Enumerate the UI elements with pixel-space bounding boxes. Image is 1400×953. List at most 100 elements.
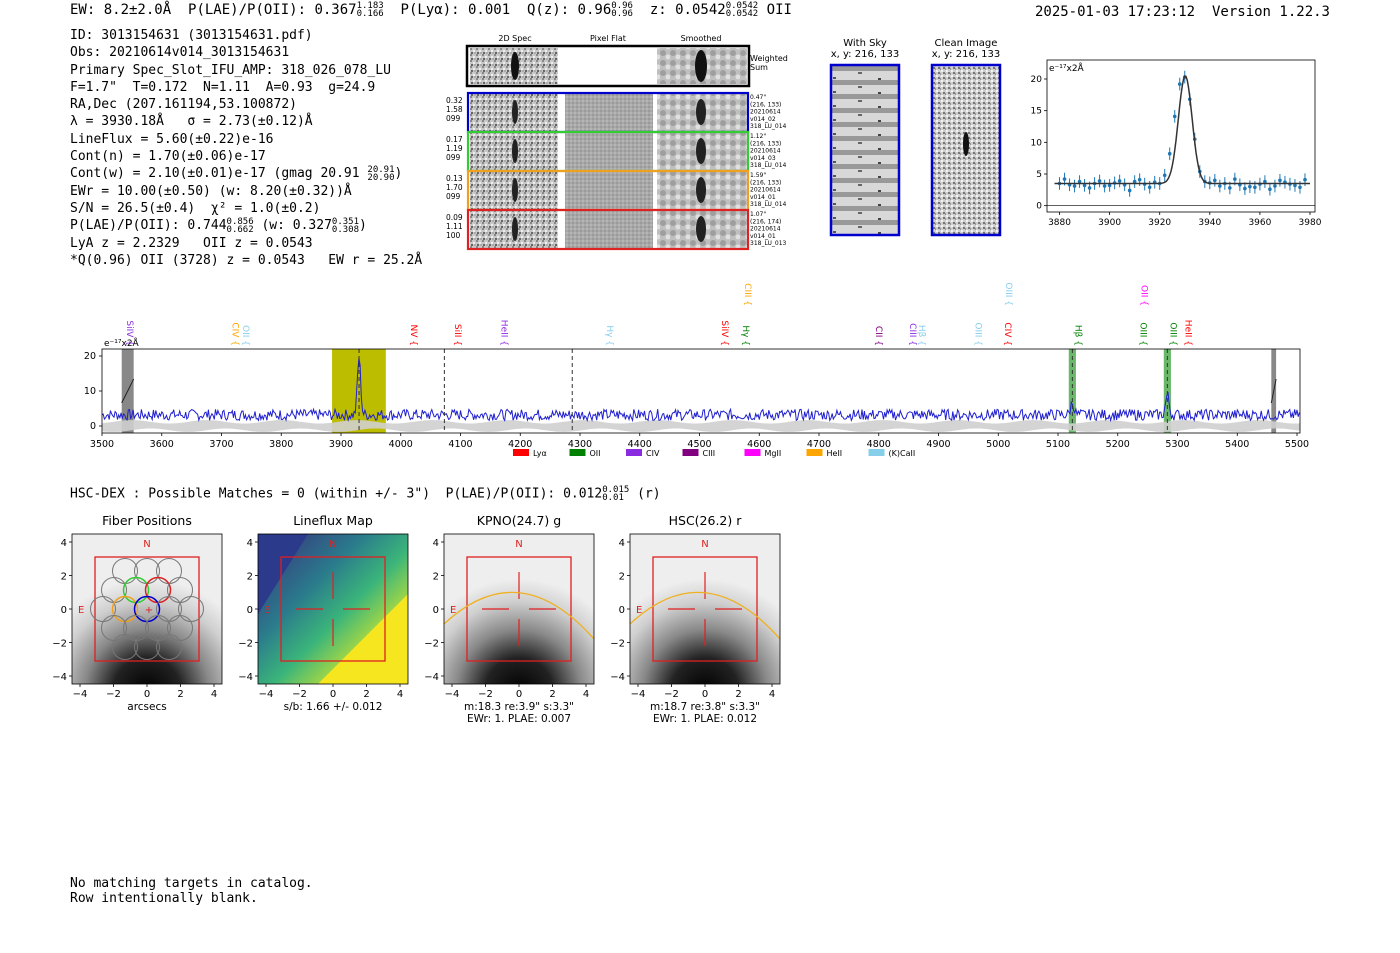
row-right-label: v014_01 [750, 233, 776, 240]
panel-ytick-label: 2 [247, 572, 253, 583]
hsc-band: (r) [637, 486, 661, 502]
spec-xtick-label: 5300 [1165, 439, 1189, 450]
row-right-label: 20210614 [750, 187, 781, 194]
panel-ytick-label: −2 [610, 639, 625, 650]
row-right-label: (216, 133) [750, 179, 781, 186]
spectral-line-label: CIV { [1002, 322, 1012, 346]
row-right-label: 1.59" [750, 172, 766, 179]
row-left-label: 1.19 [446, 144, 463, 153]
plae2-w-upper: 0.351 [331, 216, 360, 227]
clean-frame [930, 63, 1002, 237]
fit-point [1167, 151, 1172, 156]
fiber-circle [112, 634, 138, 660]
panel-caption: m:18.3 re:3.9" s:3.3" [464, 701, 574, 713]
panel-xtick-label: 0 [144, 689, 150, 700]
panel-0: Fiber Positions + N E −4 4 −2 2 0 0 2 −2 4 −4 arcsecs [52, 513, 223, 713]
legend-label: CIII [703, 449, 716, 458]
panel-ytick-label: −2 [52, 639, 67, 650]
row-right-label: 318_LU_014 [750, 162, 787, 169]
spec-xtick-label: 3600 [150, 439, 174, 450]
row-source [512, 100, 518, 124]
spectral-line-label: Hγ { [740, 325, 750, 346]
info-q-oii: *Q(0.96) OII (3728) z = 0.0543 EW r = 25… [70, 252, 423, 268]
panel-2: KPNO(24.7) g N E −4 4 −2 2 0 0 2 −2 4 −4 m:18.3 re:3.… [424, 513, 595, 723]
panel-xtick-label: −4 [631, 689, 646, 700]
spec-xtick-label: 3800 [269, 439, 293, 450]
compass-east: E [636, 605, 642, 616]
hsc-dex-summary: HSC-DEX : Possible Matches = 0 (within +… [70, 485, 661, 502]
spec-xtick-label: 4500 [687, 439, 711, 450]
with-sky-label: With Sky [843, 38, 887, 49]
plae2-text: P(LAE)/P(OII): 0.744 [70, 218, 227, 234]
spectral-line-label: Hβ { [916, 325, 926, 346]
gray-band-hatch [121, 378, 135, 404]
fit-point [1132, 179, 1137, 184]
info-lineflux: LineFlux = 5.60(±0.22)e-16 [70, 131, 274, 147]
row-left-label: 0.13 [446, 174, 463, 183]
panel-xtick-label: 2 [363, 689, 369, 700]
gmag-upper: 20.91 [367, 164, 395, 175]
footer-line-2: Row intentionally blank. [70, 891, 258, 906]
col-label-pixelflat: Pixel Flat [590, 34, 626, 43]
version: Version 1.22.3 [1211, 4, 1330, 20]
row-right-label: v014_01 [750, 194, 776, 201]
fit-xtick-label: 3900 [1098, 218, 1121, 228]
compass-east: E [264, 605, 270, 616]
spectral-line-label: OIII { [1167, 322, 1177, 346]
panel-xtick-label: 4 [583, 689, 589, 700]
panel-xtick-label: 2 [177, 689, 183, 700]
cutout-images [829, 63, 1002, 237]
panel-ytick-label: 2 [61, 572, 67, 583]
clean-xy: x, y: 216, 133 [931, 49, 1001, 60]
spectral-line-label: CIII { [907, 323, 917, 346]
contw-text: Cont(w) = 2.10(±0.01)e-17 (gmag 20.91 [70, 166, 360, 182]
spec-xtick-label: 3900 [329, 439, 353, 450]
q-value: Q(z): 0.96 [526, 2, 612, 19]
fit-point [1177, 82, 1182, 86]
spectrum-legend: Lyα OII CIV CIII MgII HeII (K)CaII [513, 449, 915, 458]
panel-xtick-label: 2 [735, 689, 741, 700]
clean-label: Clean Image [934, 38, 998, 49]
fit-point [1127, 188, 1132, 193]
panel-ytick-label: 0 [619, 605, 625, 616]
panel-xtick-label: 4 [769, 689, 775, 700]
legend-label: OII [590, 449, 601, 458]
spec-xtick-label: 4900 [926, 439, 950, 450]
row-right-label: 318_LU_014 [750, 201, 787, 208]
row-right-label: 0.47" [750, 94, 766, 101]
spectrum-unit: e⁻¹⁷x2Å [104, 337, 140, 349]
panel-xtick-label: −2 [478, 689, 493, 700]
spectral-line-label: Hβ { [1072, 325, 1082, 346]
row-right-label: (216, 174) [750, 218, 781, 225]
panel-3: HSC(26.2) r N E −4 4 −2 2 0 0 2 −2 4 −4 m:18.7 re:3.8… [610, 513, 781, 723]
spectral-line-label: HeII { [1182, 320, 1192, 346]
fit-point [1278, 178, 1282, 183]
z-line-name: OII [766, 2, 792, 19]
row-right-label: v014_03 [750, 155, 776, 162]
plae-lower: 0.166 [356, 9, 384, 20]
info-contw: Cont(w) = 2.10(±0.01)e-17 (gmag 20.91 20… [70, 164, 403, 183]
row-pixelflat [565, 172, 653, 209]
spec-xtick-label: 3500 [90, 439, 114, 450]
spectral-line-label: OIII { [1137, 322, 1147, 346]
gmag-lower: 20.90 [367, 172, 395, 183]
panel-title: KPNO(24.7) g [477, 513, 561, 528]
panel-title: Fiber Positions [102, 513, 192, 528]
legend-label: CIV [646, 449, 660, 458]
fit-point [1172, 114, 1177, 119]
spectrum-dashed-lines [358, 349, 1168, 433]
panel-ytick-label: −4 [610, 672, 625, 683]
panel-xtick-label: −2 [664, 689, 679, 700]
panel-xtick-label: 2 [549, 689, 555, 700]
fit-point [1218, 184, 1222, 188]
info-id: ID: 3013154631 (3013154631.pdf) [70, 28, 313, 43]
plae2-w-text: (w: 0.327 [261, 218, 332, 234]
info-plae2: P(LAE)/P(OII): 0.744 0.856 0.662 (w: 0.327… [70, 216, 367, 235]
z-lower: 0.0542 [725, 9, 759, 20]
plae2-lower: 0.662 [226, 224, 254, 235]
imaging-panels: Fiber Positions + N E −4 4 −2 2 0 0 2 −2 4 −4 arcsecs L… [52, 513, 781, 723]
row-right-label: (216, 133) [750, 101, 781, 108]
spec-xtick-label: 4100 [448, 439, 472, 450]
panel-caption: m:18.7 re:3.8" s:3.3" [650, 701, 760, 713]
